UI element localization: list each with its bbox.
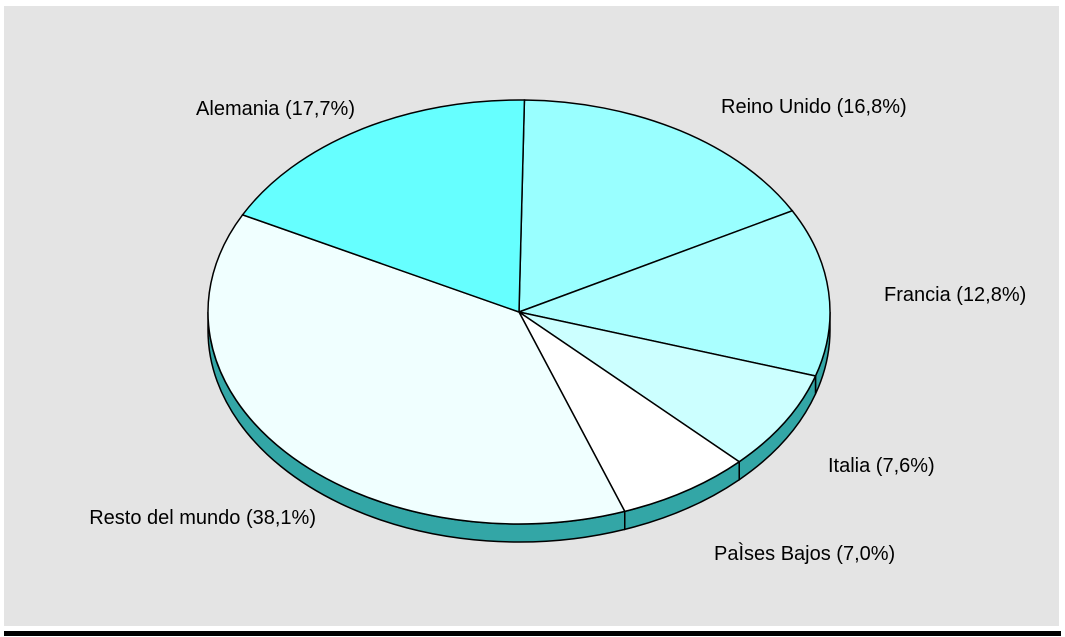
label-resto-del-mundo: Resto del mundo (38,1%)	[89, 507, 316, 529]
label-alemania: Alemania (17,7%)	[196, 98, 355, 120]
slice-italia	[518, 311, 817, 463]
label-pai-ses-bajos: PaÌses Bajos (7,0%)	[714, 542, 895, 565]
bottom-rule	[4, 631, 1061, 636]
label-italia: Italia (7,6%)	[828, 455, 935, 477]
slice-francia	[516, 209, 831, 377]
pie-labels: Alemania (17,7%) Reino Unido (16,8%) Franc…	[89, 96, 1026, 565]
slice-pai-ses-bajos	[518, 311, 741, 513]
slice-reino-unido	[518, 99, 794, 314]
label-francia: Francia (12,8%)	[884, 284, 1026, 306]
slice-alemania	[241, 99, 526, 314]
label-reino-unido: Reino Unido (16,8%)	[721, 96, 907, 118]
pie-slices	[207, 99, 831, 525]
slice-resto-del-mundo	[207, 213, 626, 525]
